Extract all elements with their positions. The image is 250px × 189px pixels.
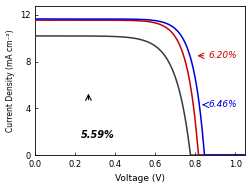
Y-axis label: Current Density (mA cm⁻²): Current Density (mA cm⁻²) <box>6 29 15 132</box>
X-axis label: Voltage (V): Voltage (V) <box>115 174 165 184</box>
Text: 6.20%: 6.20% <box>208 51 236 60</box>
Text: 5.59%: 5.59% <box>80 129 114 139</box>
Text: 6.46%: 6.46% <box>208 100 236 109</box>
